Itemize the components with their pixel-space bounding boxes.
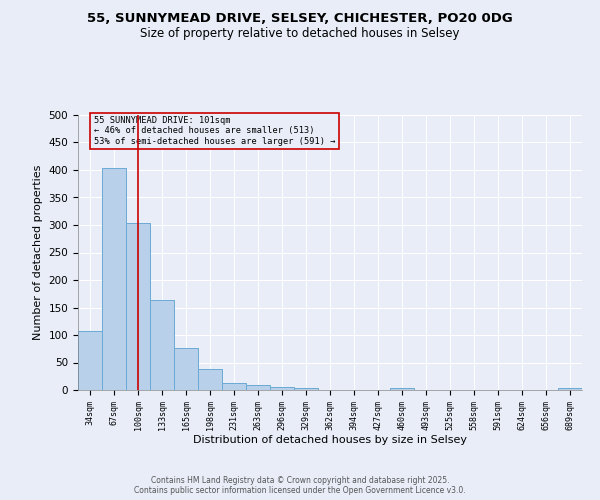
Bar (270, 387, 294, 390)
Text: 55, SUNNYMEAD DRIVE, SELSEY, CHICHESTER, PO20 0DG: 55, SUNNYMEAD DRIVE, SELSEY, CHICHESTER,… (87, 12, 513, 26)
Text: 55 SUNNYMEAD DRIVE: 101sqm
← 46% of detached houses are smaller (513)
53% of sem: 55 SUNNYMEAD DRIVE: 101sqm ← 46% of deta… (94, 116, 335, 146)
Y-axis label: Number of detached properties: Number of detached properties (33, 165, 43, 340)
Bar (150, 300, 174, 390)
Bar (222, 383, 246, 390)
Bar (246, 384, 270, 390)
Bar (78, 331, 102, 390)
Bar (174, 348, 198, 390)
Text: Contains HM Land Registry data © Crown copyright and database right 2025.
Contai: Contains HM Land Registry data © Crown c… (134, 476, 466, 495)
Bar (198, 369, 222, 390)
Bar (558, 388, 582, 390)
Bar (294, 388, 318, 390)
Bar (126, 223, 150, 390)
Bar (390, 388, 414, 390)
Text: Size of property relative to detached houses in Selsey: Size of property relative to detached ho… (140, 28, 460, 40)
Bar (102, 168, 126, 390)
X-axis label: Distribution of detached houses by size in Selsey: Distribution of detached houses by size … (193, 436, 467, 446)
